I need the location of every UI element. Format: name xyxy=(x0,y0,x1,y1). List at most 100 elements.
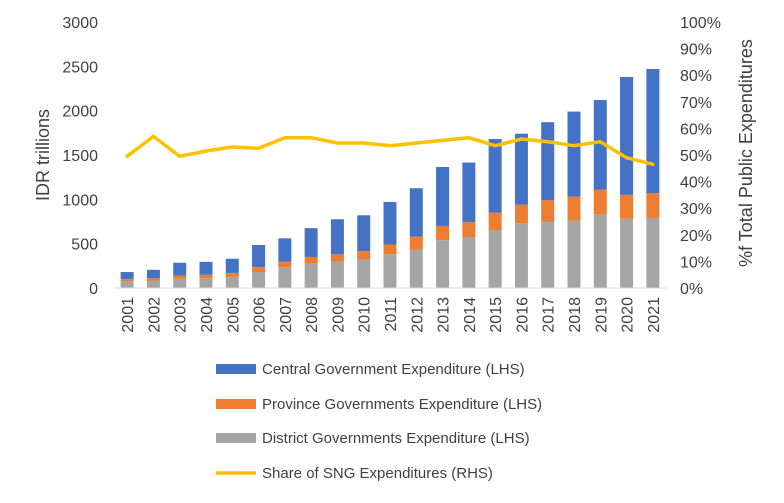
x-tick-label: 2018 xyxy=(567,297,584,333)
bar-province-governments-expenditure-2014 xyxy=(462,221,476,238)
bar-province-governments-expenditure-2021 xyxy=(646,193,660,218)
x-tick-label: 2003 xyxy=(173,297,190,333)
bar-central-government-expenditure-2019 xyxy=(593,100,607,190)
bar-central-government-expenditure-2007 xyxy=(278,238,292,262)
bar-province-governments-expenditure-2015 xyxy=(488,212,502,231)
bar-district-governments-expenditure-2019 xyxy=(593,214,607,288)
bar-central-government-expenditure-2021 xyxy=(646,68,660,194)
bar-district-governments-expenditure-2004 xyxy=(199,278,213,288)
bar-province-governments-expenditure-2001 xyxy=(120,279,134,282)
bar-district-governments-expenditure-2008 xyxy=(304,263,318,288)
x-tick-label: 2020 xyxy=(620,297,637,333)
y-tick-label: 1000 xyxy=(62,192,98,209)
bar-central-government-expenditure-2001 xyxy=(120,272,134,280)
x-tick-label: 2008 xyxy=(304,297,321,333)
bar-central-government-expenditure-2003 xyxy=(173,262,187,276)
bar-central-government-expenditure-2017 xyxy=(541,122,555,201)
bar-district-governments-expenditure-2006 xyxy=(252,272,266,288)
x-axis: 2001 2002 2003 2004 2005 2006 2007 2008 2009 2010… xyxy=(120,297,663,333)
legend-swatch xyxy=(216,433,256,443)
bar-central-government-expenditure-2020 xyxy=(620,76,634,195)
bar-central-government-expenditure-2015 xyxy=(488,139,502,213)
x-tick-label: 2011 xyxy=(383,297,400,332)
bar-district-governments-expenditure-2007 xyxy=(278,267,292,288)
bar-central-government-expenditure-2011 xyxy=(383,201,397,245)
bar-province-governments-expenditure-2008 xyxy=(304,256,318,264)
bar-district-governments-expenditure-2003 xyxy=(173,278,187,288)
bar-district-governments-expenditure-2016 xyxy=(514,223,528,288)
x-tick-label: 2002 xyxy=(146,297,163,333)
y2-tick-label: 50% xyxy=(680,148,712,165)
bar-central-government-expenditure-2008 xyxy=(304,228,318,257)
legend-swatch xyxy=(216,364,256,374)
y2-tick-label: 90% xyxy=(680,42,712,59)
bar-province-governments-expenditure-2010 xyxy=(357,251,371,260)
bar-province-governments-expenditure-2016 xyxy=(514,204,528,224)
x-tick-label: 2010 xyxy=(357,297,374,333)
bar-central-government-expenditure-2005 xyxy=(225,258,239,273)
legend-label: Province Governments Expenditure (LHS) xyxy=(262,396,542,413)
bar-province-governments-expenditure-2018 xyxy=(567,196,581,221)
bar-district-governments-expenditure-2021 xyxy=(646,217,660,288)
bar-district-governments-expenditure-2020 xyxy=(620,218,634,288)
y2-tick-label: 40% xyxy=(680,175,712,192)
bar-province-governments-expenditure-2009 xyxy=(330,254,344,262)
bar-province-governments-expenditure-2020 xyxy=(620,194,634,219)
bar-central-government-expenditure-2009 xyxy=(330,219,344,255)
x-tick-label: 2021 xyxy=(646,297,663,333)
x-tick-label: 2004 xyxy=(199,297,216,333)
y2-tick-label: 80% xyxy=(680,68,712,85)
y-tick-label: 500 xyxy=(71,237,98,254)
x-tick-label: 2012 xyxy=(409,297,426,333)
legend-label: Central Government Expenditure (LHS) xyxy=(262,361,525,378)
y2-tick-label: 10% xyxy=(680,254,712,271)
bar-district-governments-expenditure-2011 xyxy=(383,254,397,288)
bar-province-governments-expenditure-2006 xyxy=(252,267,266,273)
x-tick-label: 2019 xyxy=(593,297,610,333)
x-tick-label: 2016 xyxy=(514,297,531,333)
legend: Central Government Expenditure (LHS) Prov… xyxy=(216,361,542,482)
x-tick-label: 2017 xyxy=(541,297,558,333)
bar-district-governments-expenditure-2017 xyxy=(541,221,555,288)
bar-district-governments-expenditure-2010 xyxy=(357,259,371,288)
bar-province-governments-expenditure-2019 xyxy=(593,189,607,215)
bar-central-government-expenditure-2016 xyxy=(514,133,528,205)
legend-label: District Governments Expenditure (LHS) xyxy=(262,430,530,447)
bar-central-government-expenditure-2014 xyxy=(462,162,476,222)
y2-axis-title: %f Total Public Expenditures xyxy=(736,39,756,267)
bar-central-government-expenditure-2010 xyxy=(357,215,371,252)
y2-tick-label: 20% xyxy=(680,228,712,245)
y-tick-label: 1500 xyxy=(62,148,98,165)
bar-central-government-expenditure-2012 xyxy=(409,188,423,237)
bar-province-governments-expenditure-2007 xyxy=(278,261,292,268)
x-tick-label: 2009 xyxy=(330,297,347,333)
bar-province-governments-expenditure-2013 xyxy=(436,225,450,241)
bar-district-governments-expenditure-2009 xyxy=(330,261,344,288)
bar-district-governments-expenditure-2001 xyxy=(120,281,134,288)
x-tick-label: 2005 xyxy=(225,297,242,333)
x-tick-label: 2014 xyxy=(462,297,479,333)
y2-tick-label: 0% xyxy=(680,281,703,298)
legend-label: Share of SNG Expenditures (RHS) xyxy=(262,465,493,482)
y2-tick-label: 100% xyxy=(680,15,721,32)
bar-province-governments-expenditure-2004 xyxy=(199,274,213,279)
bars-layer xyxy=(120,68,660,288)
y-tick-label: 0 xyxy=(89,281,98,298)
x-tick-label: 2006 xyxy=(252,297,269,333)
bar-central-government-expenditure-2002 xyxy=(146,269,160,279)
y2-tick-label: 70% xyxy=(680,95,712,112)
y2-tick-label: 30% xyxy=(680,201,712,218)
bar-central-government-expenditure-2013 xyxy=(436,166,450,226)
y-tick-label: 2000 xyxy=(62,104,98,121)
y-axis-right: 0% 10% 20% 30% 40% 50% 60% 70% 80% 90% 100% xyxy=(680,15,721,298)
bar-district-governments-expenditure-2013 xyxy=(436,240,450,288)
x-tick-label: 2015 xyxy=(488,297,505,333)
bar-district-governments-expenditure-2015 xyxy=(488,230,502,288)
bar-central-government-expenditure-2004 xyxy=(199,261,213,275)
line-share-of-sng-expenditures xyxy=(125,134,655,167)
x-tick-label: 2007 xyxy=(278,297,295,333)
y-axis-title: IDR trillions xyxy=(33,109,53,201)
bar-district-governments-expenditure-2012 xyxy=(409,249,423,288)
bar-province-governments-expenditure-2003 xyxy=(173,275,187,279)
y-tick-label: 2500 xyxy=(62,59,98,76)
